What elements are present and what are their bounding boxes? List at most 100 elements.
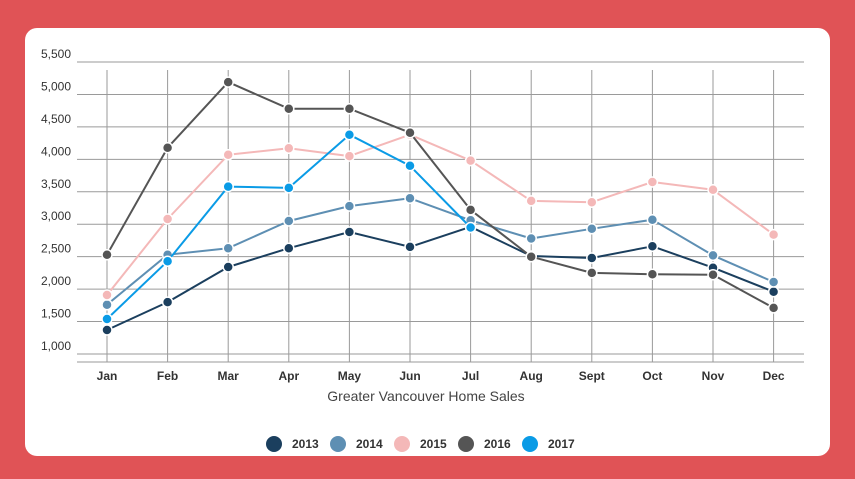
series-line [106, 225, 774, 331]
legend-swatch [266, 436, 282, 452]
data-point [586, 223, 598, 235]
legend-label: 2013 [292, 437, 319, 451]
x-tick-label: Aug [520, 369, 543, 383]
legend-item-2015[interactable]: 2015 [394, 436, 447, 452]
legend-label: 2015 [420, 437, 447, 451]
data-point [222, 76, 234, 88]
y-tick-label: 5,500 [41, 47, 71, 61]
data-point [343, 200, 356, 212]
data-point [161, 255, 174, 267]
x-tick-label: Nov [702, 369, 725, 383]
data-point [646, 240, 659, 253]
data-point [101, 313, 113, 325]
series-2017 [101, 128, 477, 325]
data-point [586, 252, 598, 264]
data-point [101, 289, 113, 301]
data-point [586, 196, 598, 208]
data-point [404, 192, 416, 205]
data-point [707, 249, 719, 262]
series-2014 [101, 192, 780, 311]
data-point [767, 302, 780, 314]
data-point [222, 242, 234, 254]
x-tick-label: Apr [278, 369, 299, 383]
data-point [767, 285, 780, 298]
data-point [283, 242, 295, 254]
data-point [586, 267, 598, 279]
data-point [646, 176, 659, 188]
legend: 2013 2014 2015 2016 2017 [266, 436, 575, 452]
data-point [525, 232, 537, 245]
x-tick-label: Dec [763, 369, 785, 383]
data-point [525, 195, 537, 207]
data-point [283, 142, 295, 155]
y-tick-label: 2,500 [41, 242, 71, 256]
y-axis-ticks: 1,000 1,500 2,000 2,500 3,000 3,500 4,000 4,500… [41, 47, 71, 353]
x-tick-label: Jul [462, 369, 479, 383]
y-tick-label: 1,500 [41, 307, 71, 321]
x-tick-label: Jun [399, 369, 420, 383]
legend-label: 2017 [548, 437, 575, 451]
data-point [222, 261, 234, 273]
data-point [404, 241, 416, 253]
y-tick-label: 3,500 [41, 177, 71, 191]
data-point [101, 298, 113, 311]
x-tick-label: Sept [579, 369, 605, 383]
legend-label: 2016 [484, 437, 511, 451]
x-tick-label: Oct [642, 369, 662, 383]
y-tick-label: 5,000 [41, 79, 71, 93]
data-point [161, 141, 174, 154]
data-point [707, 269, 719, 281]
data-point [646, 268, 659, 280]
legend-item-2014[interactable]: 2014 [330, 436, 383, 452]
series-2016 [101, 76, 780, 314]
legend-swatch [394, 436, 410, 452]
data-point [525, 250, 537, 263]
data-point [404, 126, 416, 139]
series-group [101, 76, 780, 336]
x-tick-label: Mar [218, 369, 240, 383]
data-point [767, 228, 780, 241]
y-tick-label: 4,500 [41, 112, 71, 126]
data-point [161, 296, 174, 308]
data-point [343, 226, 356, 238]
data-point [464, 221, 477, 234]
data-point [283, 102, 295, 115]
legend-label: 2014 [356, 437, 383, 451]
x-axis-label: Greater Vancouver Home Sales [327, 388, 524, 404]
data-point [283, 182, 295, 194]
data-point [161, 213, 174, 225]
series-line [106, 133, 775, 296]
legend-swatch [522, 436, 538, 452]
data-point [767, 276, 780, 288]
data-point [404, 160, 416, 172]
y-tick-label: 3,000 [41, 209, 71, 223]
legend-item-2013[interactable]: 2013 [266, 436, 319, 452]
data-point [707, 184, 719, 196]
data-point [222, 180, 234, 193]
data-point [343, 150, 356, 162]
data-point [464, 204, 477, 216]
y-tick-label: 4,000 [41, 144, 71, 158]
series-line [106, 81, 775, 309]
legend-swatch [458, 436, 474, 452]
data-point [101, 248, 113, 261]
data-point [464, 154, 477, 167]
legend-swatch [330, 436, 346, 452]
series-line [106, 197, 775, 306]
series-2013 [101, 221, 780, 336]
y-tick-label: 2,000 [41, 274, 71, 288]
data-point [101, 324, 113, 336]
x-tick-label: Jan [97, 369, 118, 383]
legend-item-2017[interactable]: 2017 [522, 436, 575, 452]
data-point [343, 102, 356, 115]
legend-item-2016[interactable]: 2016 [458, 436, 511, 452]
data-point [222, 149, 234, 161]
x-tick-label: May [338, 369, 362, 383]
grid [77, 61, 804, 363]
data-point [646, 213, 659, 226]
data-point [343, 128, 356, 141]
data-point [283, 215, 295, 227]
x-tick-label: Feb [157, 369, 178, 383]
x-axis-ticks: Jan Feb Mar Apr May Jun Jul Aug Sept Oct Nov Dec [97, 369, 785, 383]
